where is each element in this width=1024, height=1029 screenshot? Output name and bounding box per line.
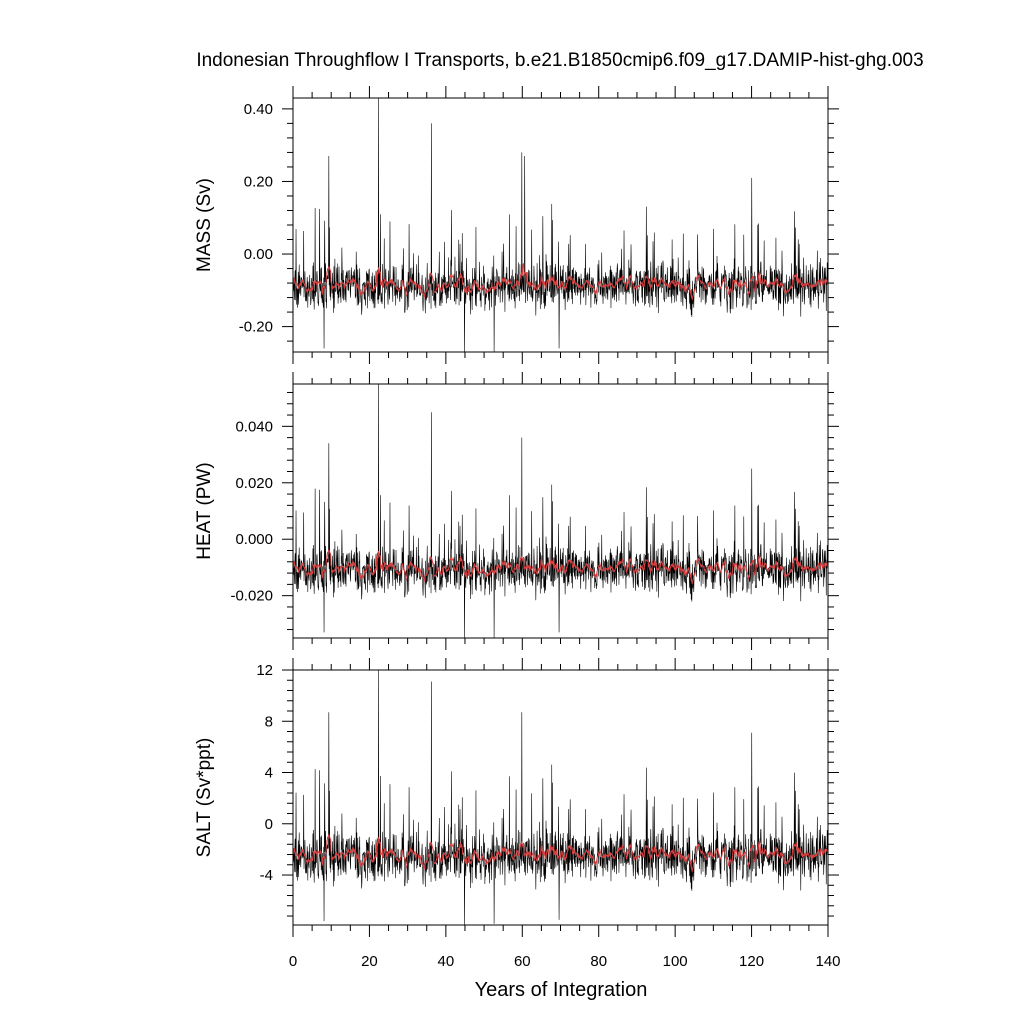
y-tick-label: 4 [265,765,273,782]
y-axis-title: SALT (Sv*ppt) [194,738,215,858]
x-tick-label: 140 [815,953,840,970]
chart-title: Indonesian Throughflow I Transports, b.e… [196,50,923,71]
x-tick-label: 120 [739,953,764,970]
y-tick-label: 0.040 [235,418,273,435]
y-tick-label: -0.20 [239,319,273,336]
x-tick-label: 60 [514,953,531,970]
y-tick-label: 0.40 [244,101,273,118]
y-tick-label: -0.020 [230,588,273,605]
y-tick-label: 0.000 [235,531,273,548]
monthly-series-line [292,669,829,926]
y-tick-label: 8 [265,713,273,730]
monthly-series-line [292,383,829,639]
smoothed-series-line [292,833,829,873]
panel-frame [292,669,829,926]
y-tick-label: 0.020 [235,475,273,492]
panel-frame [292,383,829,639]
y-tick-label: -4 [260,867,273,884]
monthly-series-line [292,97,829,353]
x-tick-label: 100 [663,953,688,970]
y-tick-label: 0 [265,816,273,833]
y-tick-label: 0.20 [244,173,273,190]
y-tick-label: 0.00 [244,246,273,263]
y-axis-title: MASS (Sv) [194,178,215,272]
smoothed-series-line [292,263,829,301]
y-axis-title: HEAT (PW) [194,462,215,559]
x-tick-label: 0 [289,953,297,970]
panel-frame [292,97,829,353]
smoothed-series-line [292,549,829,585]
x-axis-title: Years of Integration [475,979,648,1001]
x-tick-label: 20 [361,953,378,970]
x-tick-label: 40 [438,953,455,970]
y-tick-label: 12 [256,662,273,679]
x-tick-label: 80 [590,953,607,970]
